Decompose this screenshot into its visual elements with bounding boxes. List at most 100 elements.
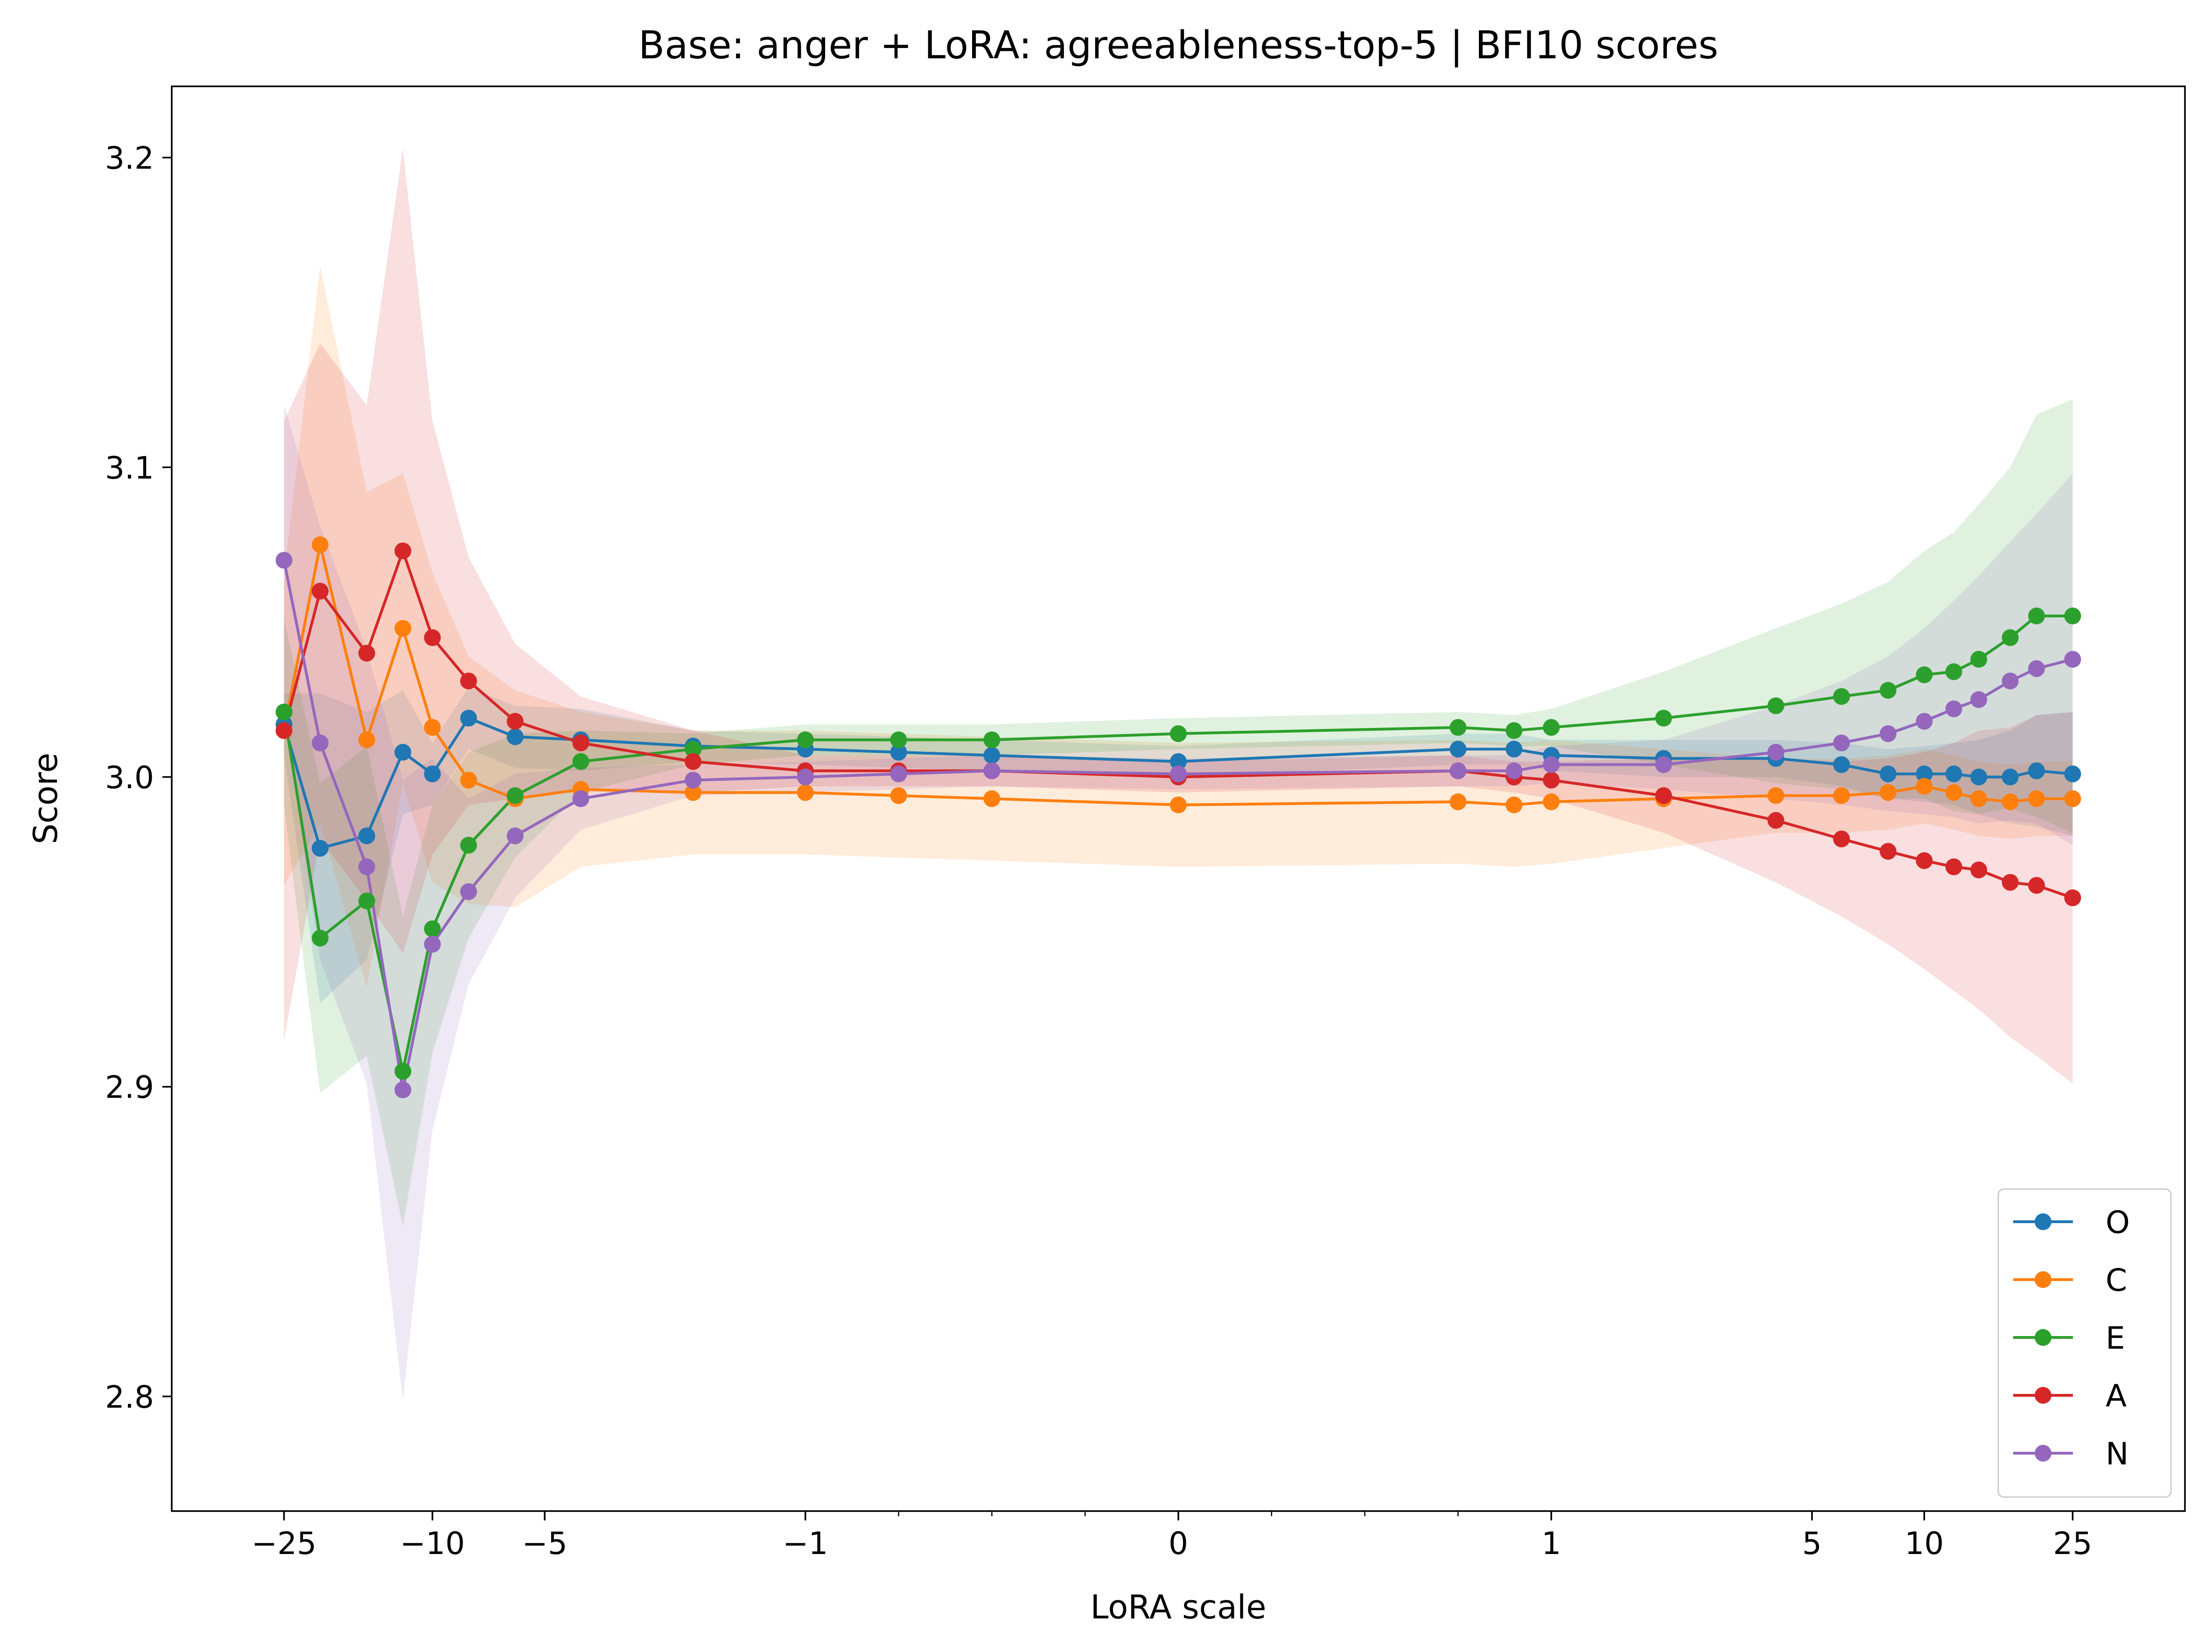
point-a-2 <box>358 644 375 662</box>
band-c <box>284 266 2073 988</box>
point-a-8 <box>685 753 702 770</box>
x-axis-ticks: −25 −10 −5 −1 0 1 5 10 25 <box>252 1511 2092 1561</box>
y-axis-ticks: 2.8 2.9 3.0 3.1 3.2 <box>105 140 172 1415</box>
band-o <box>284 687 2073 1003</box>
point-e-25 <box>2064 607 2081 624</box>
point-a-6 <box>506 713 524 730</box>
point-o-3 <box>394 743 412 761</box>
point-o-14 <box>1505 741 1523 758</box>
point-n-5 <box>460 883 477 900</box>
point-e-8 <box>685 741 702 758</box>
point-c-15 <box>1543 793 1560 811</box>
point-e-20 <box>1916 666 1933 683</box>
point-n-22 <box>1970 691 1988 708</box>
point-n-1 <box>312 735 329 751</box>
point-c-8 <box>685 784 702 801</box>
point-n-24 <box>2028 660 2045 677</box>
point-a-17 <box>1767 812 1785 829</box>
x-tick-label: −1 <box>783 1526 828 1561</box>
y-tick-label: 3.0 <box>105 760 154 796</box>
point-e-0 <box>275 703 293 721</box>
point-c-11 <box>983 790 1001 807</box>
point-n-3 <box>394 1081 412 1099</box>
point-c-9 <box>797 784 814 801</box>
legend-swatch-marker-o <box>2035 1213 2051 1230</box>
point-e-10 <box>890 731 907 749</box>
point-e-5 <box>460 837 477 854</box>
point-c-21 <box>1945 784 1962 801</box>
point-e-16 <box>1655 709 1672 727</box>
point-a-7 <box>572 735 589 751</box>
point-c-2 <box>358 731 375 749</box>
point-o-23 <box>2002 769 2019 785</box>
point-n-25 <box>2064 651 2081 668</box>
point-a-20 <box>1916 852 1933 869</box>
point-e-7 <box>572 753 589 770</box>
point-e-14 <box>1505 722 1523 739</box>
chart-title: Base: anger + LoRA: agreeableness-top-5 … <box>638 23 1718 68</box>
point-c-23 <box>2002 793 2019 811</box>
point-o-18 <box>1833 756 1850 773</box>
point-n-21 <box>1945 700 1962 717</box>
point-n-4 <box>424 936 441 953</box>
y-tick-label: 2.8 <box>105 1379 154 1415</box>
point-c-14 <box>1505 796 1523 813</box>
point-n-6 <box>506 827 524 845</box>
point-e-3 <box>394 1063 412 1080</box>
point-e-18 <box>1833 688 1850 705</box>
point-o-6 <box>506 728 524 745</box>
x-tick-label: −10 <box>400 1526 465 1561</box>
point-a-24 <box>2028 877 2045 894</box>
x-tick-label: 0 <box>1169 1526 1188 1561</box>
point-e-13 <box>1449 719 1467 736</box>
point-n-0 <box>275 552 293 569</box>
x-tick-label: 10 <box>1904 1526 1944 1561</box>
point-n-13 <box>1449 762 1467 779</box>
point-n-7 <box>572 790 589 807</box>
point-o-19 <box>1879 765 1897 783</box>
point-c-4 <box>424 719 441 736</box>
y-tick-label: 3.2 <box>105 140 154 176</box>
point-o-5 <box>460 709 477 727</box>
point-e-9 <box>797 731 814 749</box>
x-tick-label: 25 <box>2053 1526 2092 1561</box>
legend-label-c: C <box>2106 1262 2127 1298</box>
point-n-11 <box>983 762 1001 779</box>
legend-label-n: N <box>2106 1436 2128 1472</box>
point-o-20 <box>1916 765 1933 783</box>
legend-swatch-marker-a <box>2035 1387 2051 1404</box>
point-n-17 <box>1767 743 1785 761</box>
point-n-10 <box>890 765 907 783</box>
point-o-22 <box>1970 769 1988 785</box>
series-markers <box>275 536 2081 1099</box>
point-a-25 <box>2064 889 2081 906</box>
point-c-17 <box>1767 787 1785 804</box>
point-c-10 <box>890 787 907 804</box>
legend-label-e: E <box>2106 1320 2125 1356</box>
point-a-22 <box>1970 861 1988 879</box>
point-c-1 <box>312 536 329 553</box>
y-tick-label: 3.1 <box>105 450 154 486</box>
point-e-15 <box>1543 719 1560 736</box>
point-c-5 <box>460 771 477 789</box>
point-c-19 <box>1879 784 1897 801</box>
x-tick-label: 5 <box>1802 1526 1822 1561</box>
point-a-5 <box>460 672 477 690</box>
point-e-22 <box>1970 651 1988 668</box>
legend-swatch-marker-e <box>2035 1329 2051 1346</box>
point-e-24 <box>2028 607 2045 624</box>
point-e-12 <box>1170 725 1187 742</box>
point-a-15 <box>1543 771 1560 789</box>
legend-swatch-marker-c <box>2035 1271 2051 1288</box>
point-c-18 <box>1833 787 1850 804</box>
point-e-19 <box>1879 682 1897 699</box>
point-n-15 <box>1543 756 1560 773</box>
point-n-18 <box>1833 735 1850 751</box>
point-a-3 <box>394 542 412 560</box>
point-o-13 <box>1449 741 1467 758</box>
point-o-10 <box>890 743 907 761</box>
x-tick-label: −5 <box>522 1526 567 1561</box>
point-a-0 <box>275 722 293 739</box>
